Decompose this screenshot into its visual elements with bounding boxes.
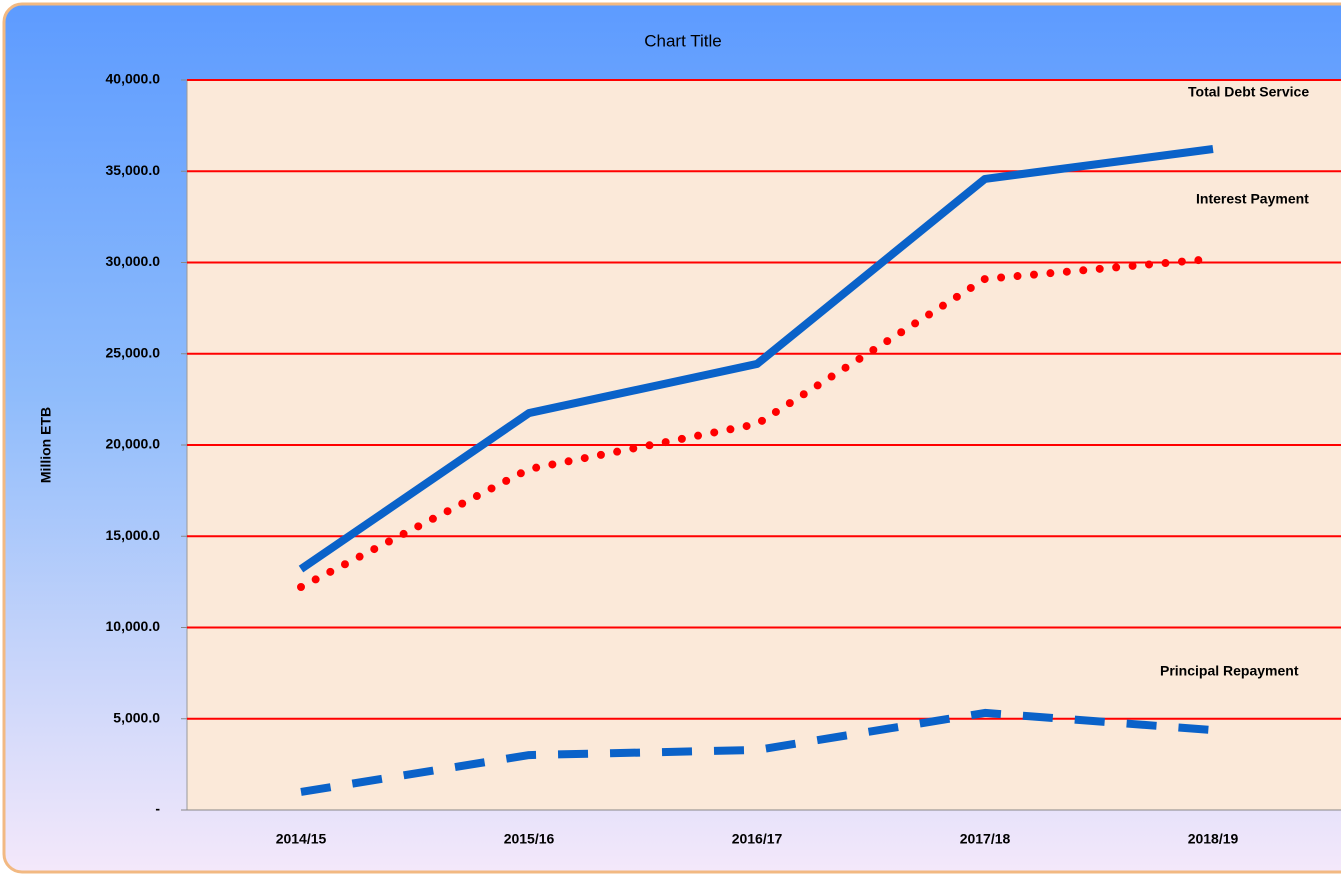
y-tick-label: - xyxy=(155,801,160,817)
series-line xyxy=(298,145,1214,573)
y-tick-label: 10,000.0 xyxy=(106,618,161,634)
x-tick-label: 2015/16 xyxy=(504,831,555,847)
y-tick-label: 25,000.0 xyxy=(106,344,161,360)
chart-title: Chart Title xyxy=(644,31,721,50)
x-tick-label: 2017/18 xyxy=(960,831,1011,847)
y-axis-label: Million ETB xyxy=(38,407,54,483)
x-tick-label: 2014/15 xyxy=(276,831,327,847)
series-label: Principal Repayment xyxy=(1160,663,1299,679)
y-tick-label: 40,000.0 xyxy=(106,71,161,87)
y-tick-label: 30,000.0 xyxy=(106,253,161,269)
x-tick-label: 2016/17 xyxy=(732,831,783,847)
y-tick-label: 35,000.0 xyxy=(106,162,161,178)
series-label: Total Debt Service xyxy=(1188,84,1309,100)
series-label: Interest Payment xyxy=(1196,191,1309,207)
y-tick-label: 5,000.0 xyxy=(113,709,160,725)
y-tick-label: 20,000.0 xyxy=(106,436,161,452)
x-tick-label: 2018/19 xyxy=(1188,831,1239,847)
y-tick-label: 15,000.0 xyxy=(106,527,161,543)
